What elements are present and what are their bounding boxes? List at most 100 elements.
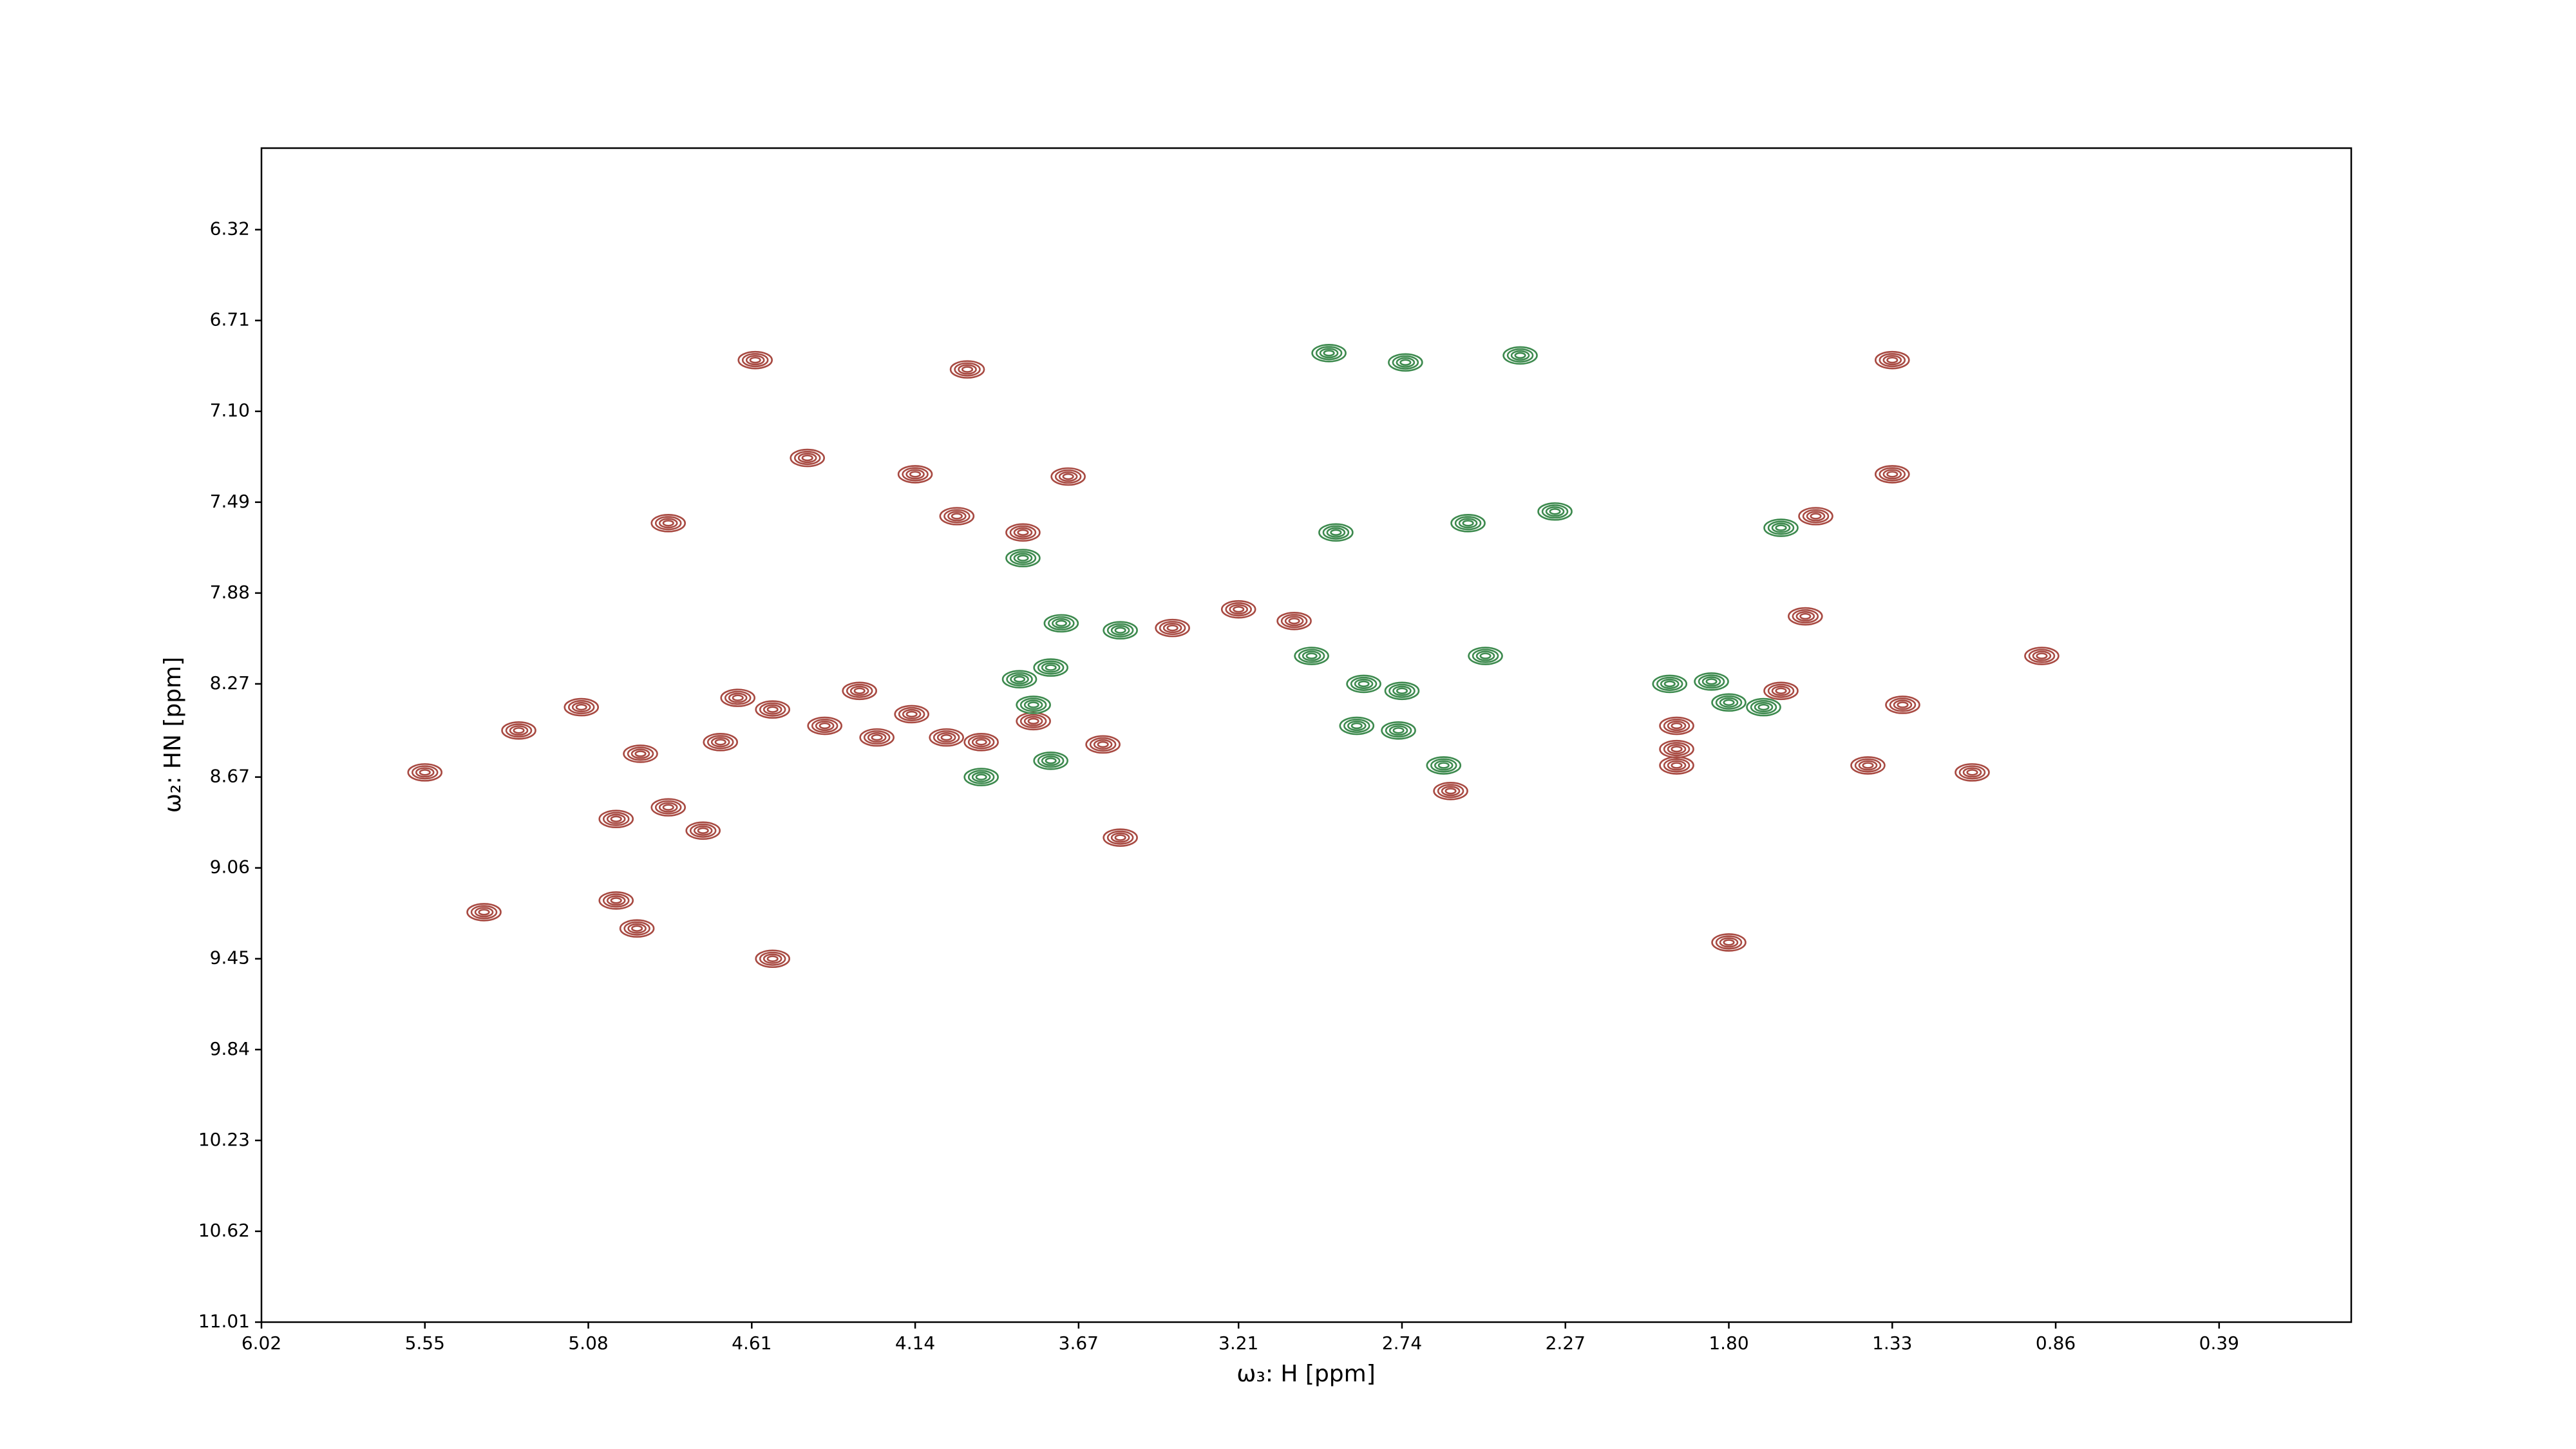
contour-level bbox=[1048, 616, 1075, 630]
contour-level bbox=[1385, 723, 1412, 738]
contour-level bbox=[947, 511, 967, 522]
contour-level bbox=[1458, 518, 1478, 529]
contour-level bbox=[1479, 652, 1492, 659]
contour-level bbox=[1663, 758, 1690, 773]
contour-level bbox=[1958, 765, 1986, 780]
contour-level bbox=[867, 732, 887, 743]
y-tick-label: 10.23 bbox=[198, 1129, 250, 1150]
contour-level bbox=[1763, 518, 1799, 537]
contour-level bbox=[2036, 652, 2048, 659]
contour-level bbox=[1326, 527, 1346, 538]
contour-level bbox=[1746, 697, 1781, 717]
contour-level bbox=[755, 700, 791, 719]
contour-level bbox=[714, 739, 726, 746]
contour-level bbox=[571, 702, 591, 713]
contour-level bbox=[1013, 553, 1033, 564]
x-tick-label: 2.27 bbox=[1546, 1332, 1586, 1354]
contour-level bbox=[1874, 465, 1910, 484]
contour-level bbox=[894, 705, 929, 724]
contour-level bbox=[610, 815, 622, 822]
contour-level bbox=[1660, 678, 1680, 689]
contour-level bbox=[807, 716, 842, 735]
contour-level bbox=[1667, 760, 1687, 771]
contour-level bbox=[1510, 350, 1530, 361]
contour-level bbox=[1027, 701, 1039, 708]
contour-level bbox=[1396, 357, 1416, 368]
contour-level bbox=[951, 513, 963, 520]
contour-level bbox=[1043, 614, 1079, 633]
contour-level bbox=[1426, 756, 1462, 775]
contour-level bbox=[627, 746, 654, 761]
contour-level bbox=[967, 735, 995, 750]
contour-level bbox=[1537, 502, 1573, 521]
contour-level bbox=[575, 703, 587, 711]
contour-level bbox=[623, 744, 658, 763]
contour-level bbox=[849, 685, 869, 696]
contour-level bbox=[1114, 834, 1126, 841]
contour-level bbox=[1384, 681, 1420, 701]
contour-level bbox=[1475, 650, 1495, 661]
x-axis-label: ω₃: H [ppm] bbox=[1236, 1361, 1376, 1387]
contour-level bbox=[1106, 830, 1134, 845]
contour-level bbox=[971, 737, 991, 748]
contour-level bbox=[1005, 523, 1041, 542]
contour-level bbox=[759, 702, 786, 717]
y-tick-label: 6.32 bbox=[210, 218, 250, 240]
contour-level bbox=[1659, 756, 1694, 775]
contour-level bbox=[1350, 676, 1378, 691]
contour-level bbox=[902, 467, 929, 482]
contour-level bbox=[1434, 760, 1454, 771]
contour-level bbox=[1023, 699, 1043, 710]
contour-level bbox=[1667, 720, 1687, 732]
contour-level bbox=[1962, 767, 1982, 778]
contour-level bbox=[1017, 529, 1029, 536]
y-tick-label: 11.01 bbox=[198, 1311, 250, 1332]
contour-level bbox=[1541, 504, 1569, 519]
contour-level bbox=[1041, 662, 1061, 673]
contour-level bbox=[859, 728, 895, 747]
contour-level bbox=[1315, 346, 1343, 361]
contour-level bbox=[1802, 509, 1830, 524]
x-tick-label: 1.33 bbox=[1872, 1332, 1912, 1354]
contour-level bbox=[658, 518, 678, 529]
contour-level bbox=[411, 765, 439, 780]
contour-level bbox=[1045, 664, 1057, 671]
contour-level bbox=[943, 509, 971, 524]
contour-level bbox=[1955, 763, 1990, 782]
contour-level bbox=[1323, 350, 1335, 357]
contour-level bbox=[1788, 607, 1823, 626]
contour-level bbox=[1027, 717, 1039, 724]
contour-level bbox=[1502, 346, 1538, 365]
plot-area bbox=[407, 344, 2060, 969]
contour-level bbox=[598, 891, 634, 910]
contour-level bbox=[1799, 612, 1812, 620]
contour-level bbox=[863, 730, 891, 745]
contour-level bbox=[1775, 524, 1787, 531]
contour-level bbox=[1757, 703, 1770, 711]
contour-level bbox=[793, 451, 821, 466]
contour-level bbox=[2028, 649, 2056, 663]
contour-level bbox=[1010, 674, 1029, 685]
contour-level bbox=[1089, 737, 1117, 752]
contour-level bbox=[1233, 605, 1245, 613]
contour-level bbox=[1017, 554, 1029, 562]
contour-level bbox=[897, 465, 933, 484]
contour-level bbox=[1354, 678, 1374, 689]
contour-level bbox=[685, 821, 721, 840]
contour-level bbox=[662, 520, 674, 527]
contour-level bbox=[1052, 618, 1071, 629]
contour-level bbox=[1862, 762, 1874, 769]
contour-level bbox=[1103, 621, 1138, 640]
y-tick-label: 7.49 bbox=[210, 491, 250, 512]
contour-level bbox=[905, 710, 918, 718]
contour-level bbox=[905, 469, 925, 480]
x-tick-label: 3.67 bbox=[1059, 1332, 1099, 1354]
contour-level bbox=[1346, 674, 1381, 694]
contour-level bbox=[811, 718, 838, 734]
contour-level bbox=[842, 681, 877, 701]
contour-level bbox=[755, 949, 791, 969]
contour-level bbox=[745, 355, 765, 366]
contour-level bbox=[1441, 786, 1461, 797]
contour-level bbox=[1430, 758, 1457, 773]
contour-level bbox=[853, 687, 866, 694]
